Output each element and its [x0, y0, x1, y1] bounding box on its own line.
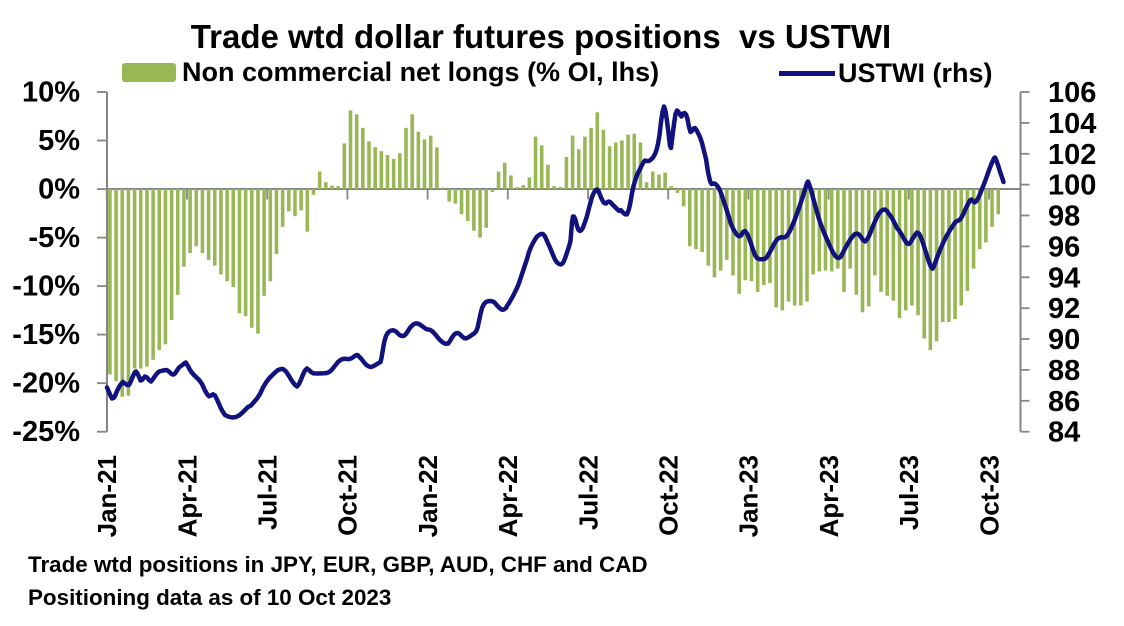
svg-text:Jul-22: Jul-22 — [573, 455, 603, 530]
svg-text:0%: 0% — [38, 174, 80, 206]
svg-text:Trade wtd positions in JPY, EU: Trade wtd positions in JPY, EUR, GBP, AU… — [28, 552, 648, 577]
svg-text:Oct-21: Oct-21 — [333, 455, 363, 536]
svg-text:100: 100 — [1048, 170, 1096, 202]
svg-text:Jan-22: Jan-22 — [413, 455, 443, 537]
svg-text:96: 96 — [1048, 231, 1080, 263]
svg-text:Jan-21: Jan-21 — [92, 455, 122, 537]
svg-text:Apr-23: Apr-23 — [814, 455, 844, 537]
svg-text:Non commercial net longs (% OI: Non commercial net longs (% OI, lhs) — [182, 57, 659, 87]
svg-text:-15%: -15% — [12, 319, 80, 351]
svg-text:10%: 10% — [22, 77, 80, 109]
svg-text:Apr-22: Apr-22 — [493, 455, 523, 537]
svg-text:98: 98 — [1048, 201, 1080, 233]
svg-text:104: 104 — [1048, 108, 1096, 140]
svg-text:84: 84 — [1048, 417, 1080, 449]
svg-text:106: 106 — [1048, 77, 1096, 109]
svg-text:-5%: -5% — [28, 222, 80, 254]
svg-text:-20%: -20% — [12, 368, 80, 400]
svg-text:Jul-23: Jul-23 — [894, 455, 924, 530]
svg-text:5%: 5% — [38, 125, 80, 157]
svg-text:Oct-22: Oct-22 — [654, 455, 684, 536]
svg-text:Jan-23: Jan-23 — [734, 455, 764, 537]
svg-text:Apr-21: Apr-21 — [172, 455, 202, 537]
svg-text:Jul-21: Jul-21 — [253, 455, 283, 530]
svg-text:Oct-23: Oct-23 — [974, 455, 1004, 536]
svg-text:-25%: -25% — [12, 416, 80, 448]
svg-text:102: 102 — [1048, 139, 1096, 171]
svg-text:USTWI (rhs): USTWI (rhs) — [838, 58, 993, 88]
svg-text:94: 94 — [1048, 262, 1080, 294]
svg-text:92: 92 — [1048, 293, 1080, 325]
svg-text:90: 90 — [1048, 324, 1080, 356]
svg-text:88: 88 — [1048, 355, 1080, 387]
svg-text:Positioning data as of 10 Oct: Positioning data as of 10 Oct 2023 — [28, 585, 391, 610]
svg-text:86: 86 — [1048, 386, 1080, 418]
svg-text:Trade wtd dollar futures posit: Trade wtd dollar futures positions vs US… — [191, 18, 891, 55]
svg-text:-10%: -10% — [12, 271, 80, 303]
